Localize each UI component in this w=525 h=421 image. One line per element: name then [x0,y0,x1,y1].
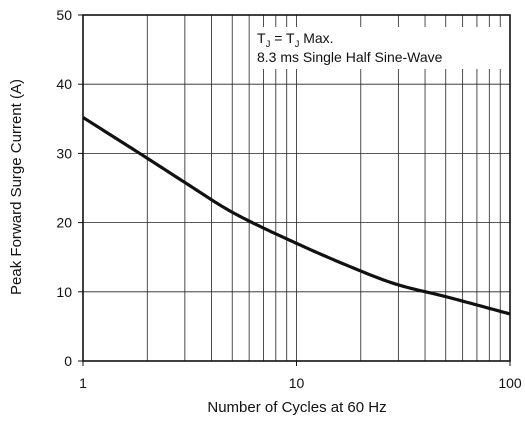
y-tick-label: 50 [56,7,72,23]
series-layer [82,116,511,316]
x-tick-label: 10 [289,375,305,391]
annotation-background [252,27,504,69]
annotation-line-2: 8.3 ms Single Half Sine-Wave [257,49,443,65]
annotation-line-1: TJ = TJ Max. [257,30,334,50]
series-line [82,116,511,316]
annotation-box: TJ = TJ Max. 8.3 ms Single Half Sine-Wav… [252,27,504,69]
x-axis-title: Number of Cycles at 60 Hz [207,399,386,416]
y-axis-title: Peak Forward Surge Current (A) [8,79,25,295]
x-tick-label: 100 [498,375,522,391]
y-tick-label: 10 [56,284,72,300]
x-tick-labels: 1 10 100 [79,361,522,391]
x-tick-label: 1 [79,375,87,391]
y-tick-label: 20 [56,215,72,231]
y-tick-label: 30 [56,145,72,161]
y-tick-label: 40 [56,76,72,92]
y-tick-label: 0 [64,353,72,369]
y-tick-labels: 0 10 20 30 40 50 [56,7,83,369]
